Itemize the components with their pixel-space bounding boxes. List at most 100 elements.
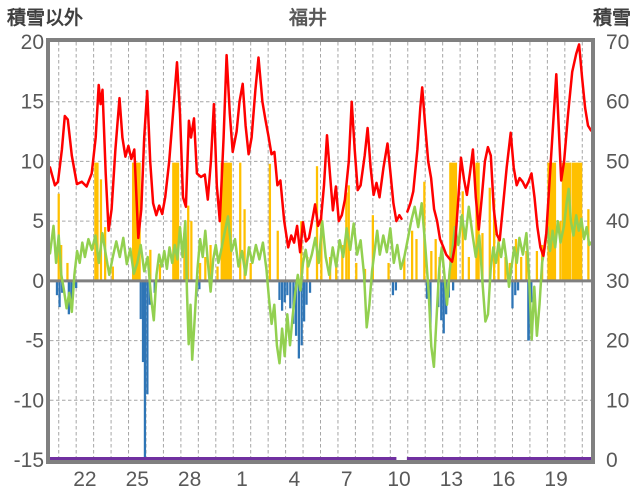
blue-bar bbox=[280, 280, 284, 311]
blue-bar bbox=[394, 280, 398, 291]
y-left-tick-label: 10 bbox=[21, 150, 44, 173]
red-line bbox=[406, 43, 593, 263]
blue-bar bbox=[58, 280, 61, 308]
y-left-tick-label: -15 bbox=[14, 449, 44, 472]
blue-bar bbox=[297, 280, 300, 359]
y-left-tick-label: 20 bbox=[21, 31, 44, 54]
red-line bbox=[48, 53, 403, 254]
y-left-tick-label: 0 bbox=[32, 270, 44, 293]
x-tick-label: 22 bbox=[73, 468, 96, 491]
orange-bar bbox=[276, 230, 279, 281]
orange-bar bbox=[497, 239, 500, 281]
orange-bar bbox=[204, 256, 207, 281]
blue-bar bbox=[289, 280, 292, 309]
orange-bar bbox=[320, 215, 323, 281]
y-right-tick-label: 30 bbox=[606, 270, 629, 293]
green-line bbox=[48, 187, 593, 369]
x-tick-label: 13 bbox=[440, 468, 463, 491]
orange-bar bbox=[239, 162, 242, 281]
blue-bar bbox=[442, 280, 445, 334]
y-right-tick-label: 70 bbox=[606, 31, 629, 54]
y-left-tick-label: 15 bbox=[21, 91, 44, 114]
orange-bar bbox=[216, 266, 219, 281]
x-tick-label: 4 bbox=[288, 468, 300, 491]
orange-bar bbox=[547, 162, 557, 281]
orange-bar bbox=[525, 251, 528, 281]
x-tick-label: 1 bbox=[236, 468, 248, 491]
orange-bar bbox=[434, 239, 437, 281]
blue-bar bbox=[146, 280, 149, 395]
blue-bar bbox=[451, 280, 455, 291]
blue-bar bbox=[425, 280, 429, 299]
orange-bar bbox=[335, 262, 338, 281]
orange-bar bbox=[111, 266, 114, 281]
orange-bar bbox=[415, 239, 418, 281]
x-tick-label: 19 bbox=[544, 468, 567, 491]
blue-bar bbox=[283, 280, 286, 303]
orange-bar bbox=[306, 256, 309, 281]
orange-bar bbox=[493, 199, 496, 281]
orange-bar bbox=[559, 221, 562, 281]
y-left-tick-label: 5 bbox=[32, 210, 44, 233]
x-tick-label: 16 bbox=[492, 468, 515, 491]
blue-bar bbox=[141, 280, 145, 363]
orange-bar bbox=[209, 245, 212, 281]
orange-bar bbox=[243, 209, 246, 281]
blue-bar bbox=[305, 280, 308, 305]
blue-bar bbox=[527, 280, 530, 341]
orange-bar bbox=[347, 185, 350, 281]
y-right-tick-label: 0 bbox=[606, 449, 618, 472]
x-tick-label: 25 bbox=[126, 468, 149, 491]
y-right-tick-label: 10 bbox=[606, 389, 629, 412]
orange-bar bbox=[190, 221, 193, 281]
x-tick-label: 28 bbox=[178, 468, 201, 491]
orange-bar bbox=[410, 230, 414, 281]
orange-bar bbox=[187, 205, 190, 281]
orange-bar bbox=[488, 187, 491, 281]
y-left-tick-label: -5 bbox=[25, 330, 44, 353]
y-right-tick-label: 60 bbox=[606, 91, 629, 114]
orange-bar bbox=[249, 262, 252, 281]
orange-bar bbox=[66, 262, 69, 281]
x-tick-label: 10 bbox=[387, 468, 410, 491]
orange-bar bbox=[268, 163, 272, 281]
y-right-tick-label: 50 bbox=[606, 150, 629, 173]
blue-bar bbox=[294, 280, 298, 336]
orange-bar bbox=[467, 256, 470, 281]
orange-bar bbox=[403, 256, 406, 281]
orange-bar bbox=[387, 262, 390, 281]
orange-bar bbox=[183, 233, 186, 281]
orange-bar bbox=[535, 251, 539, 281]
blue-bar bbox=[139, 280, 142, 320]
orange-bar bbox=[99, 179, 103, 281]
blue-bar bbox=[55, 280, 59, 296]
orange-bar bbox=[172, 162, 180, 281]
blue-bar bbox=[302, 280, 306, 322]
y-right-tick-label: 40 bbox=[606, 210, 629, 233]
blue-bar bbox=[75, 280, 78, 289]
y-right-tick-label: 20 bbox=[606, 330, 629, 353]
orange-bar bbox=[341, 245, 344, 281]
blue-bar bbox=[511, 280, 514, 309]
y-left-tick-label: -10 bbox=[14, 389, 44, 412]
orange-bar bbox=[449, 162, 458, 281]
orange-bar bbox=[481, 233, 484, 281]
blue-bar bbox=[143, 280, 147, 460]
blue-bar bbox=[514, 280, 517, 296]
orange-bar bbox=[149, 249, 152, 281]
blue-bar bbox=[530, 280, 533, 303]
blue-bar bbox=[198, 280, 201, 290]
orange-bar bbox=[461, 191, 464, 281]
orange-bar bbox=[430, 251, 433, 281]
plot-border bbox=[46, 38, 595, 464]
x-tick-label: 7 bbox=[341, 468, 353, 491]
blue-bar bbox=[391, 280, 395, 296]
blue-bar bbox=[70, 280, 73, 300]
blue-bar bbox=[516, 280, 520, 291]
orange-bar bbox=[561, 162, 572, 281]
orange-bar bbox=[94, 162, 99, 281]
blue-bar bbox=[286, 280, 289, 296]
orange-bar bbox=[520, 256, 523, 281]
